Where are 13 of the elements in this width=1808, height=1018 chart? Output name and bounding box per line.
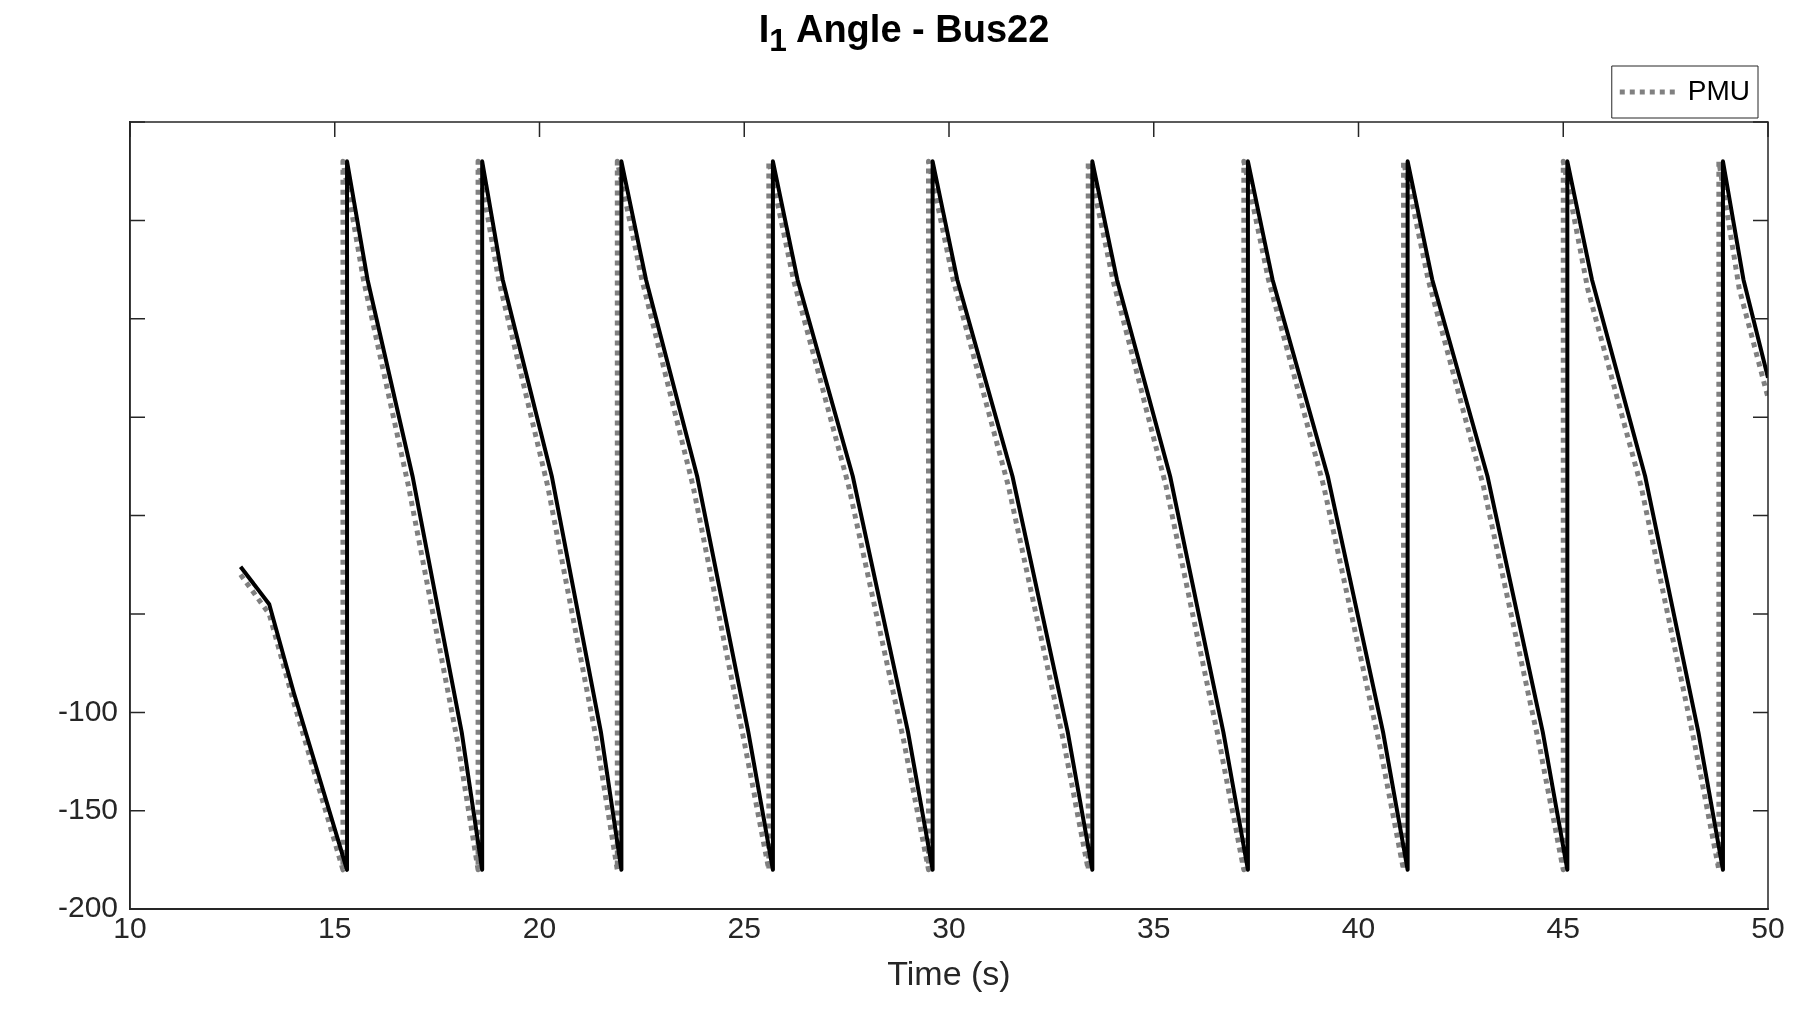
x-tick-label: 30 (932, 911, 966, 945)
legend-label: PMU (1687, 74, 1751, 106)
x-tick-label: 45 (1546, 911, 1580, 945)
x-tick-label: 50 (1751, 911, 1785, 945)
chart-title: I$_{1}$ Angle - Bus22 (757, 8, 1051, 59)
x-axis-title: Time (s) (887, 953, 1011, 992)
x-tick-label: 15 (318, 911, 352, 945)
y-tick-label: -150 (57, 792, 118, 826)
x-tick-label: 35 (1137, 911, 1171, 945)
x-tick-label: 25 (727, 911, 761, 945)
x-tick-label: 20 (522, 911, 557, 945)
x-tick-label: 40 (1341, 911, 1376, 945)
y-tick-label: -100 (57, 693, 118, 727)
